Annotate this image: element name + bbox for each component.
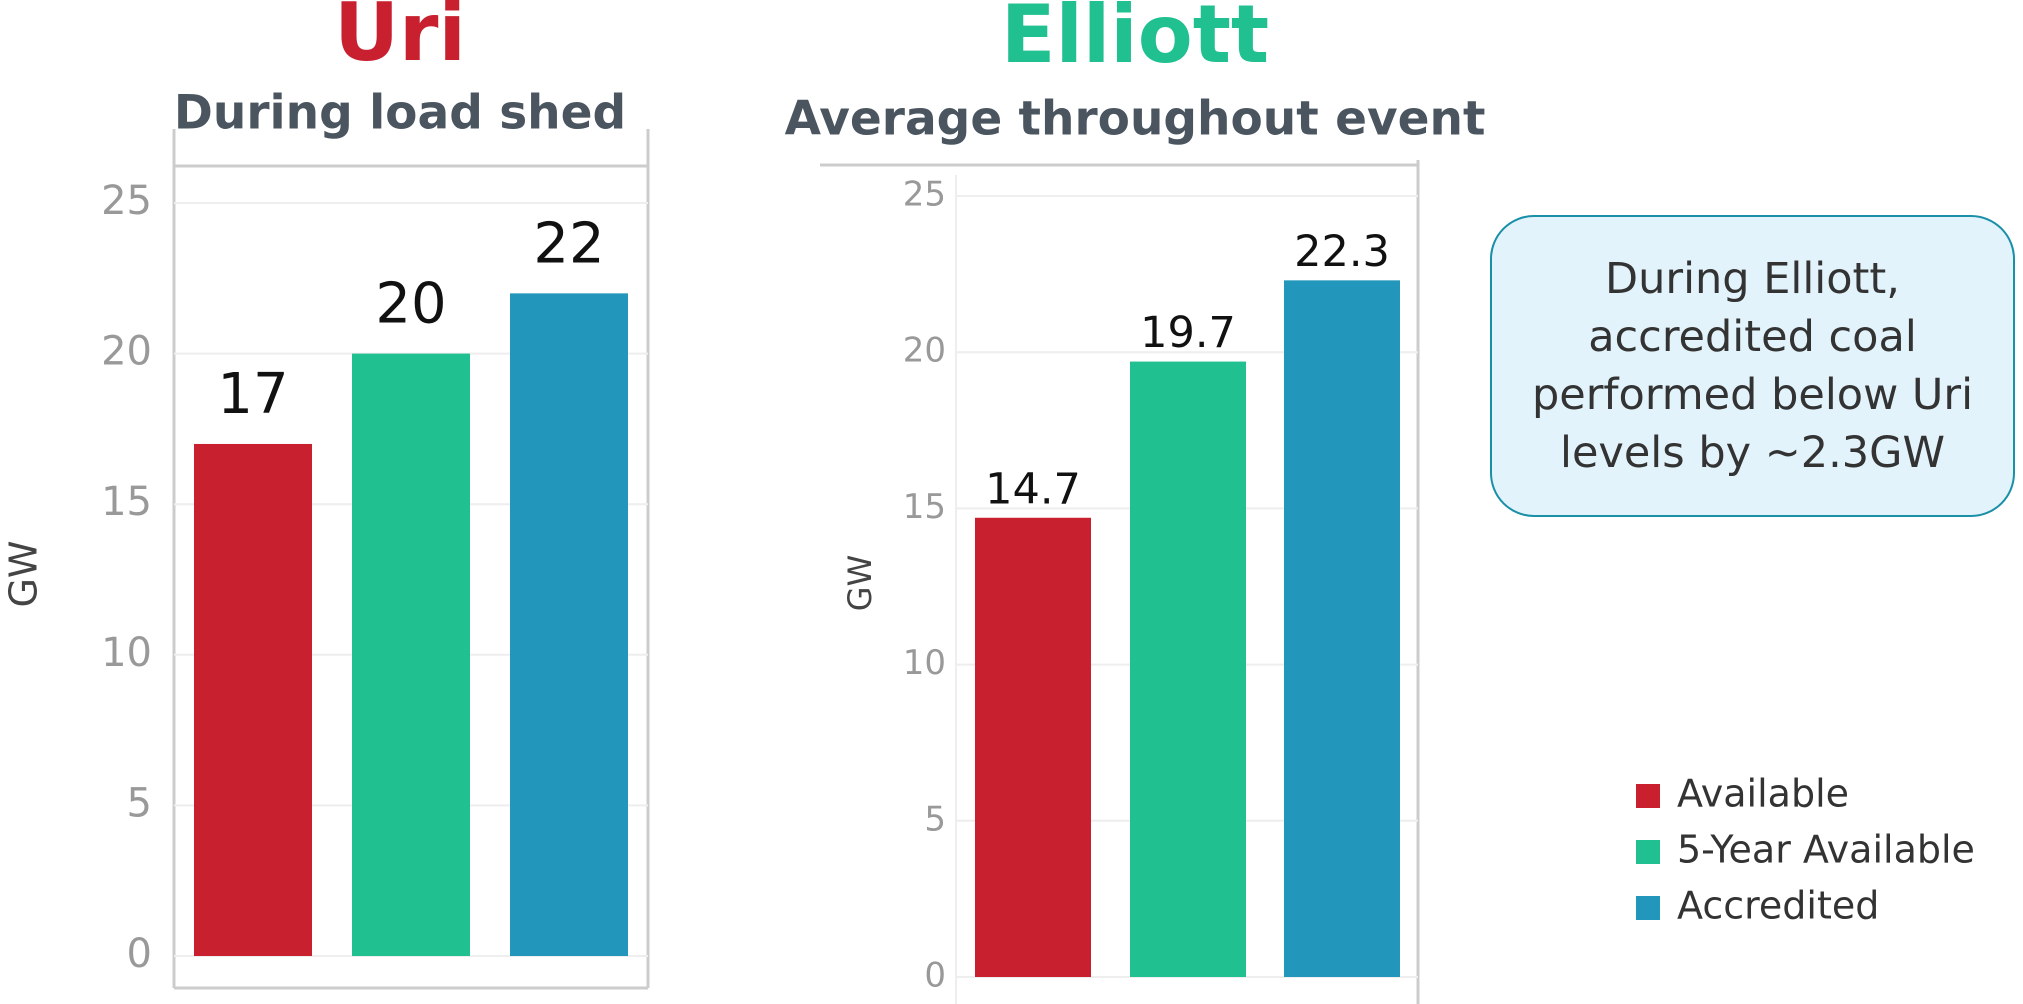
chart-subtitle: Average throughout event: [785, 92, 1486, 147]
y-tick-label: 15: [101, 479, 152, 525]
y-tick-label: 0: [127, 931, 152, 977]
legend-swatch: [1636, 784, 1660, 808]
chart-subtitle: During load shed: [174, 86, 626, 141]
data-label: 22.3: [1294, 227, 1390, 277]
y-tick-label: 0: [924, 956, 946, 996]
chart-title: Uri: [334, 0, 466, 79]
chart-title: Elliott: [1001, 0, 1269, 81]
data-label: 17: [217, 362, 288, 427]
y-tick-label: 25: [903, 175, 946, 215]
bar: [1130, 361, 1246, 977]
bar: [352, 353, 470, 957]
callout: During Elliott, accredited coal performe…: [1490, 215, 2015, 517]
data-label: 20: [375, 272, 446, 337]
bar: [975, 517, 1091, 977]
legend-swatch: [1636, 896, 1660, 920]
legend-label: Accredited: [1677, 884, 1879, 928]
legend-label: 5-Year Available: [1677, 828, 1975, 872]
y-axis-label: GW: [2, 540, 46, 607]
data-label: 19.7: [1140, 308, 1236, 358]
y-tick-label: 15: [903, 487, 946, 527]
y-tick-label: 5: [924, 799, 946, 839]
y-axis-label: GW: [841, 555, 879, 611]
bar: [1284, 280, 1400, 977]
y-tick-label: 5: [127, 780, 152, 826]
bar: [510, 293, 628, 956]
y-tick-label: 10: [903, 643, 946, 683]
bar: [194, 443, 312, 957]
legend-swatch: [1636, 840, 1660, 864]
y-tick-label: 10: [101, 630, 152, 676]
data-label: 22: [533, 212, 604, 277]
y-tick-label: 20: [903, 331, 946, 371]
y-tick-label: 25: [101, 178, 152, 224]
y-tick-label: 20: [101, 329, 152, 375]
data-label: 14.7: [985, 464, 1081, 514]
legend-label: Available: [1677, 772, 1849, 816]
